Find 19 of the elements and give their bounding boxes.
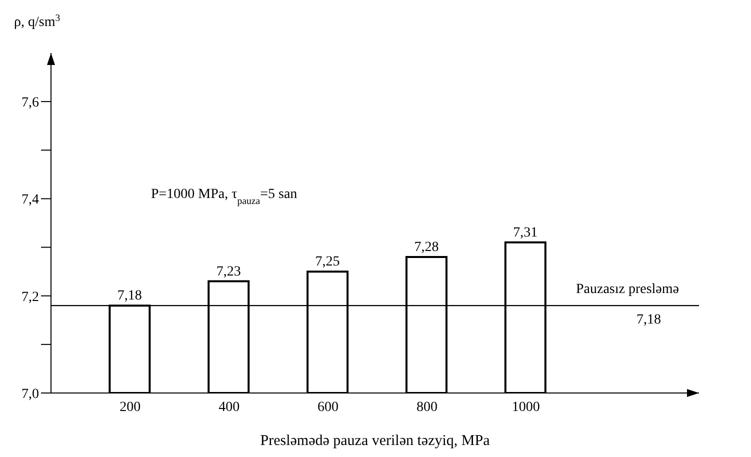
data-label: 7,28 <box>414 240 439 255</box>
data-label: 7,18 <box>117 288 142 304</box>
y-tick-label: 7,2 <box>22 290 39 305</box>
data-label: 7,31 <box>513 225 538 240</box>
y-axis-title: ρ, q/sm$^{3}$ <box>14 12 60 30</box>
y-tick-label: 7,6 <box>22 96 39 111</box>
annotation: P=1000 MPa, τ$_{pauza}$=5 san <box>151 187 298 206</box>
x-tick-label: 800 <box>416 400 438 415</box>
y-tick-label: 7,0 <box>22 386 39 402</box>
x-tick-label: 600 <box>318 400 339 415</box>
x-tick-label: 200 <box>120 400 141 415</box>
x-axis-title: Presləmədə pauza verilən təzyiq, MPa <box>260 433 490 449</box>
ref-line-label: 7,18 <box>636 312 661 328</box>
data-label: 7,23 <box>216 264 241 280</box>
annotation: Pauzasız presləmə <box>576 282 679 297</box>
y-tick-label: 7,4 <box>22 192 39 208</box>
x-tick-label: 1000 <box>512 400 540 415</box>
x-tick-label: 400 <box>218 400 240 415</box>
data-label: 7,25 <box>315 254 340 270</box>
